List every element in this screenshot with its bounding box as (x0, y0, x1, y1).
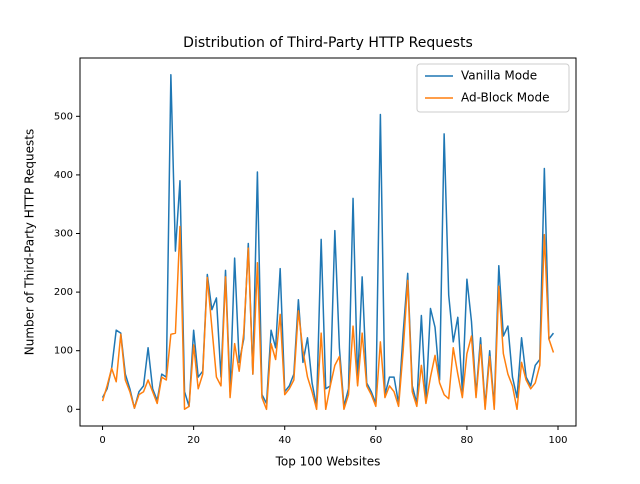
legend-box (416, 63, 570, 113)
y-tick-label: 0 (67, 404, 73, 415)
axes-frame (79, 57, 577, 427)
x-tick-label: 20 (187, 435, 200, 446)
x-tick-label: 40 (278, 435, 291, 446)
x-tick-label: 80 (461, 435, 474, 446)
series-line (101, 225, 555, 411)
x-tick-label: 60 (369, 435, 382, 446)
y-tick-label: 400 (54, 170, 73, 181)
x-tick-label: 100 (548, 435, 567, 446)
y-tick-label: 200 (54, 287, 73, 298)
y-tick-label: 100 (54, 346, 73, 357)
legend-label: Vanilla Mode (461, 69, 537, 83)
y-tick-label: 300 (54, 229, 73, 240)
x-tick-label: 0 (99, 435, 105, 446)
chart-title: Distribution of Third-Party HTTP Request… (183, 35, 473, 51)
legend-label: Ad-Block Mode (461, 91, 549, 105)
y-axis-label: Number of Third-Party HTTP Requests (23, 129, 37, 355)
x-axis-label: Top 100 Websites (275, 455, 381, 469)
y-tick-label: 500 (54, 111, 73, 122)
series-line (101, 73, 555, 409)
